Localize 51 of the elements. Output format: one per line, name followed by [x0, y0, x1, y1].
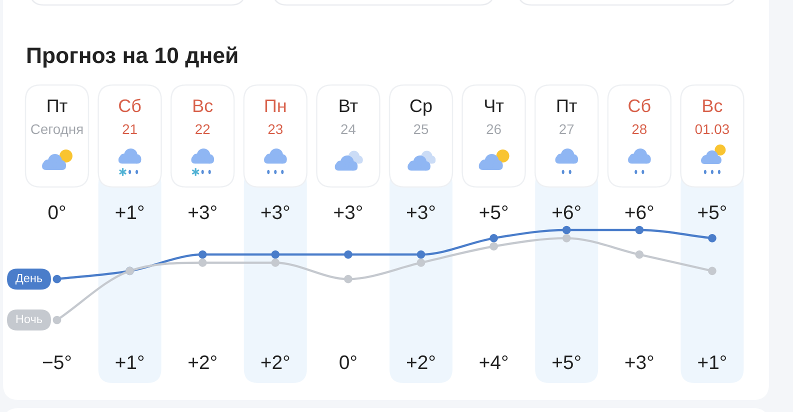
point	[635, 250, 644, 259]
point	[562, 226, 571, 234]
data-label: 0°	[340, 355, 356, 370]
data-label: +3°	[261, 205, 290, 220]
point	[271, 258, 280, 267]
point	[344, 250, 352, 259]
series-label: Ночь	[16, 314, 42, 324]
chart-title: Прогноз на 10 дней	[27, 46, 238, 68]
x-tick-label: Ср 25	[410, 99, 432, 134]
x-tick-label: Пт 27	[557, 100, 577, 134]
x-tick-label: Пн 23	[265, 100, 286, 134]
x-tick-label: Вт 24	[340, 100, 358, 134]
point	[344, 274, 352, 284]
point	[708, 266, 716, 276]
data-label: +4°	[480, 355, 508, 369]
data-label: 0°	[48, 205, 66, 220]
point	[198, 250, 207, 259]
data-label: +6°	[625, 205, 654, 220]
point	[271, 250, 280, 259]
data-label: +3°	[188, 205, 216, 220]
data-label: +2°	[188, 355, 216, 369]
point	[52, 316, 62, 324]
data-label: +3°	[625, 355, 654, 370]
data-label: −5°	[42, 355, 71, 370]
data-label: +1°	[698, 355, 726, 369]
x-tick-label: Чт 26	[485, 100, 504, 134]
point	[708, 234, 716, 242]
data-label: +1°	[116, 205, 144, 219]
point	[490, 234, 498, 242]
data-label: +5°	[480, 205, 508, 220]
data-label: +6°	[552, 205, 580, 220]
point	[635, 226, 644, 234]
data-label: +3°	[334, 205, 362, 220]
point	[416, 250, 426, 259]
data-label: +5°	[698, 205, 726, 220]
point	[52, 274, 62, 284]
data-label: +5°	[552, 355, 580, 370]
data-label: +2°	[261, 355, 290, 369]
point	[416, 258, 426, 267]
x-tick-label: Сб 28	[628, 98, 650, 134]
series-label: День	[15, 274, 42, 284]
data-label: +3°	[406, 205, 435, 220]
x-tick-label: Вс 01.03	[695, 100, 729, 134]
x-tick-label: Пт Сегодня	[31, 100, 83, 137]
data-label: +2°	[406, 355, 435, 369]
x-tick-label: Сб 21	[119, 98, 141, 134]
point	[562, 234, 571, 242]
data-label: +1°	[116, 355, 144, 369]
point	[490, 242, 498, 251]
x-tick-label: Вс 22	[194, 100, 213, 134]
point	[198, 258, 207, 267]
